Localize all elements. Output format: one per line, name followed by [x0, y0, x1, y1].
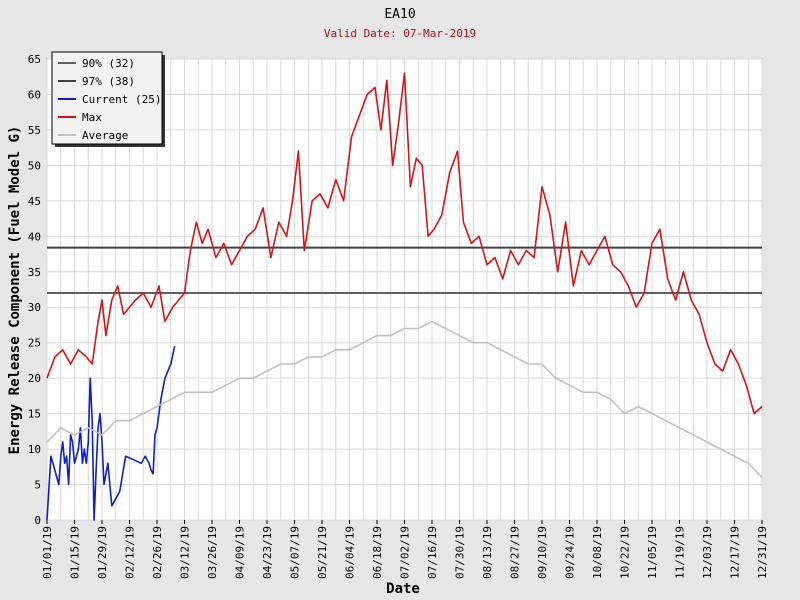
x-tick-label: 07/02/19: [399, 526, 412, 579]
x-tick-label: 01/01/19: [41, 526, 54, 579]
series: [46, 72, 763, 521]
legend-label: 97% (38): [82, 75, 135, 88]
x-tick-label: 08/13/19: [481, 526, 494, 579]
x-tick-label: 01/29/19: [96, 526, 109, 579]
x-axis-ticks: 01/01/19 01/15/19 01/29/19 02/12/19 02/26/19…: [41, 520, 769, 579]
y-tick-label: 35: [28, 266, 41, 279]
x-tick-label: 02/12/19: [124, 526, 137, 579]
x-tick-label: 05/07/19: [289, 526, 302, 579]
y-tick-label: 40: [28, 230, 41, 243]
x-tick-label: 12/31/19: [756, 526, 769, 579]
x-tick-label: 12/17/19: [729, 526, 742, 579]
y-tick-label: 60: [28, 88, 41, 101]
legend: 90% (32) 97% (38) Current (25) Max Average: [51, 51, 165, 147]
x-axis-label: Date: [386, 581, 420, 597]
x-tick-label: 07/16/19: [426, 526, 439, 579]
y-tick-label: 15: [28, 408, 41, 421]
legend-label: 90% (32): [82, 57, 135, 70]
x-tick-label: 06/18/19: [371, 526, 384, 579]
x-tick-label: 02/26/19: [151, 526, 164, 579]
x-tick-label: 06/04/19: [344, 526, 357, 579]
y-tick-label: 10: [28, 443, 41, 456]
y-tick-label: 50: [28, 159, 41, 172]
x-tick-label: 04/09/19: [234, 526, 247, 579]
grid: [46, 58, 763, 521]
legend-label: Average: [82, 129, 128, 142]
x-tick-label: 11/19/19: [674, 526, 687, 579]
x-tick-label: 04/23/19: [261, 526, 274, 579]
y-axis-ticks: 0 5 10 15 20 25 30 35 40 45 50 55 60 65: [28, 53, 41, 527]
x-tick-label: 01/15/19: [69, 526, 82, 579]
x-tick-label: 03/26/19: [206, 526, 219, 579]
x-tick-label: 03/12/19: [179, 526, 192, 579]
x-tick-label: 10/08/19: [591, 526, 604, 579]
x-tick-label: 05/21/19: [316, 526, 329, 579]
chart-title: EA10: [384, 7, 415, 22]
x-tick-label: 11/05/19: [646, 526, 659, 579]
y-tick-label: 0: [34, 514, 41, 527]
y-tick-label: 45: [28, 195, 41, 208]
y-axis-label: Energy Release Component (Fuel Model G): [7, 126, 23, 455]
x-tick-label: 12/03/19: [701, 526, 714, 579]
x-tick-label: 10/22/19: [619, 526, 632, 579]
y-tick-label: 65: [28, 53, 41, 66]
chart-subtitle: Valid Date: 07-Mar-2019: [324, 27, 476, 40]
x-tick-label: 08/27/19: [509, 526, 522, 579]
y-tick-label: 20: [28, 372, 41, 385]
y-tick-label: 30: [28, 301, 41, 314]
legend-label: Current (25): [82, 93, 161, 106]
y-tick-label: 5: [34, 479, 41, 492]
x-tick-label: 09/24/19: [564, 526, 577, 579]
legend-label: Max: [82, 111, 102, 124]
series-line-2: [46, 346, 176, 521]
y-tick-label: 55: [28, 124, 41, 137]
percentile-lines: [47, 246, 762, 295]
x-tick-label: 09/10/19: [536, 526, 549, 579]
series-line-3: [46, 72, 763, 415]
series-line-4: [46, 320, 763, 478]
y-tick-label: 25: [28, 337, 41, 350]
x-tick-label: 07/30/19: [454, 526, 467, 579]
